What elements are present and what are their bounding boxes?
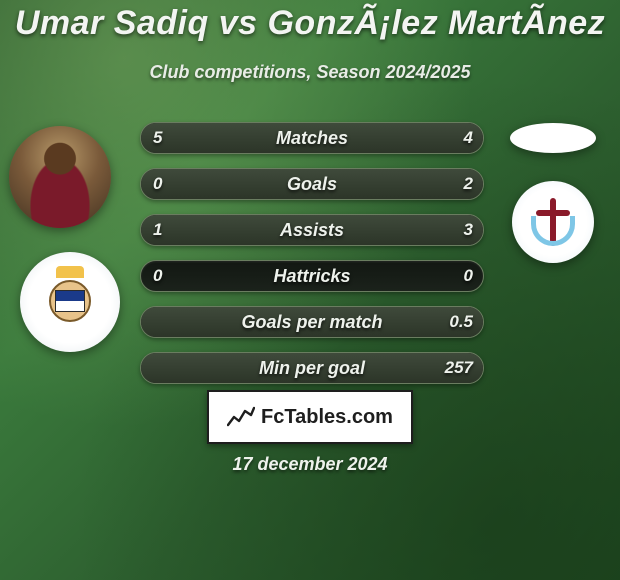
stat-fill-right (333, 123, 483, 153)
club-right-crest (512, 181, 594, 263)
stat-value-right: 2 (464, 169, 473, 199)
stat-row: 0 0Hattricks (140, 260, 484, 292)
stat-value-right: 3 (464, 215, 473, 245)
date-text: 17 december 2024 (0, 454, 620, 475)
stat-row: 0.5Goals per match (140, 306, 484, 338)
page-subtitle: Club competitions, Season 2024/2025 (0, 62, 620, 83)
celta-vigo-icon (525, 194, 581, 250)
club-left-crest (20, 252, 120, 352)
stats-container: 54Matches02Goals13Assists00Hattricks0.5G… (140, 122, 484, 398)
stat-row: 02Goals (140, 168, 484, 200)
stat-row: 257Min per goal (140, 352, 484, 384)
stat-row: 54Matches (140, 122, 484, 154)
player-left-avatar (9, 126, 111, 228)
player-right-avatar (510, 123, 596, 153)
chart-icon (227, 405, 255, 429)
real-sociedad-icon (40, 272, 100, 332)
stat-fill-right (141, 169, 483, 199)
stat-fill-right (141, 307, 483, 337)
stat-label: Hattricks (141, 261, 483, 291)
brand-box: FcTables.com (207, 390, 413, 444)
stat-row: 13Assists (140, 214, 484, 246)
stat-value-right: 4 (464, 123, 473, 153)
stat-fill-left (141, 123, 333, 153)
page-title: Umar Sadiq vs GonzÃ¡lez MartÃ­nez (0, 4, 620, 43)
stat-value-left: 5 (153, 123, 162, 153)
stat-value-right: 0 (464, 261, 473, 291)
stat-value-left: 0 (153, 169, 162, 199)
stat-value-right: 257 (445, 353, 473, 383)
stat-value-right: 0.5 (449, 307, 473, 337)
stat-fill-right (141, 353, 483, 383)
stat-value-left: 0 (153, 261, 162, 291)
brand-text: FcTables.com (261, 406, 393, 429)
stat-fill-right (227, 215, 484, 245)
stat-value-left: 1 (153, 215, 162, 245)
